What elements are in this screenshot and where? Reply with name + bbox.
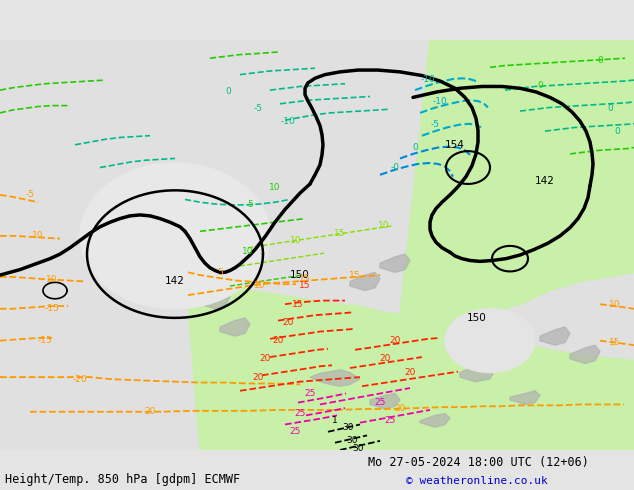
- Text: 25: 25: [384, 416, 396, 425]
- Text: 25: 25: [294, 409, 306, 418]
- Polygon shape: [0, 40, 634, 450]
- Text: 1: 1: [332, 416, 338, 425]
- Polygon shape: [420, 414, 450, 427]
- Text: 15: 15: [334, 229, 346, 238]
- Text: 30: 30: [342, 423, 354, 432]
- Polygon shape: [380, 254, 410, 272]
- Text: -10: -10: [420, 74, 436, 84]
- Text: 150: 150: [290, 270, 310, 280]
- Text: 25: 25: [304, 389, 316, 398]
- Text: 25: 25: [374, 398, 385, 407]
- Text: 154: 154: [445, 140, 465, 150]
- Polygon shape: [200, 291, 230, 309]
- Text: 10: 10: [46, 275, 58, 284]
- Text: 142: 142: [165, 276, 185, 287]
- Text: 10: 10: [242, 247, 254, 256]
- Text: 25: 25: [289, 427, 301, 436]
- Text: -15: -15: [37, 336, 53, 345]
- Text: 20: 20: [273, 336, 283, 345]
- Text: -5: -5: [430, 120, 439, 129]
- Text: 10: 10: [378, 221, 390, 230]
- Text: 0: 0: [597, 55, 603, 65]
- Text: Mo 27-05-2024 18:00 UTC (12+06): Mo 27-05-2024 18:00 UTC (12+06): [368, 456, 588, 469]
- Text: 30: 30: [353, 443, 364, 453]
- Polygon shape: [370, 393, 400, 409]
- Polygon shape: [310, 370, 360, 386]
- Text: 20: 20: [389, 336, 401, 345]
- Text: 10: 10: [290, 236, 302, 245]
- Polygon shape: [185, 268, 634, 450]
- Text: 20: 20: [282, 318, 294, 327]
- Text: 10: 10: [609, 300, 621, 309]
- Text: -10: -10: [281, 117, 295, 125]
- Text: 10: 10: [32, 231, 44, 241]
- Polygon shape: [220, 318, 250, 336]
- Text: 20: 20: [252, 372, 264, 382]
- Polygon shape: [350, 272, 380, 291]
- Text: 30: 30: [346, 437, 358, 445]
- Text: 15: 15: [299, 281, 311, 291]
- Text: 5: 5: [217, 268, 223, 277]
- Text: 0: 0: [225, 87, 231, 97]
- Text: -15: -15: [44, 304, 60, 313]
- Text: -5: -5: [25, 191, 34, 199]
- Text: 15: 15: [349, 270, 361, 280]
- Text: 20: 20: [259, 354, 271, 364]
- Text: 20: 20: [145, 407, 156, 416]
- Text: 15: 15: [292, 300, 304, 309]
- Text: -5: -5: [254, 104, 262, 113]
- Polygon shape: [80, 163, 270, 309]
- Polygon shape: [445, 309, 535, 372]
- Text: 0: 0: [412, 143, 418, 152]
- Text: 15: 15: [299, 274, 311, 283]
- Text: -0: -0: [391, 163, 399, 172]
- Text: 20: 20: [379, 354, 391, 364]
- Text: 142: 142: [535, 176, 555, 186]
- Text: © weatheronline.co.uk: © weatheronline.co.uk: [406, 476, 548, 486]
- Text: 10: 10: [269, 183, 281, 192]
- Text: 10: 10: [254, 281, 266, 291]
- Text: 15: 15: [609, 338, 621, 347]
- Text: 0: 0: [537, 81, 543, 90]
- Polygon shape: [460, 364, 495, 382]
- Polygon shape: [570, 345, 600, 364]
- Text: 20: 20: [394, 404, 406, 413]
- Text: -20: -20: [73, 375, 87, 384]
- Text: 150: 150: [467, 313, 487, 323]
- Text: -10: -10: [432, 98, 448, 106]
- Text: 5: 5: [247, 199, 253, 209]
- Text: 0: 0: [607, 104, 613, 113]
- Polygon shape: [540, 327, 570, 345]
- Polygon shape: [310, 368, 500, 450]
- Text: 20: 20: [404, 368, 416, 377]
- Polygon shape: [400, 40, 634, 322]
- Text: Height/Temp. 850 hPa [gdpm] ECMWF: Height/Temp. 850 hPa [gdpm] ECMWF: [5, 473, 240, 486]
- Text: 0: 0: [614, 126, 620, 136]
- Polygon shape: [510, 391, 540, 404]
